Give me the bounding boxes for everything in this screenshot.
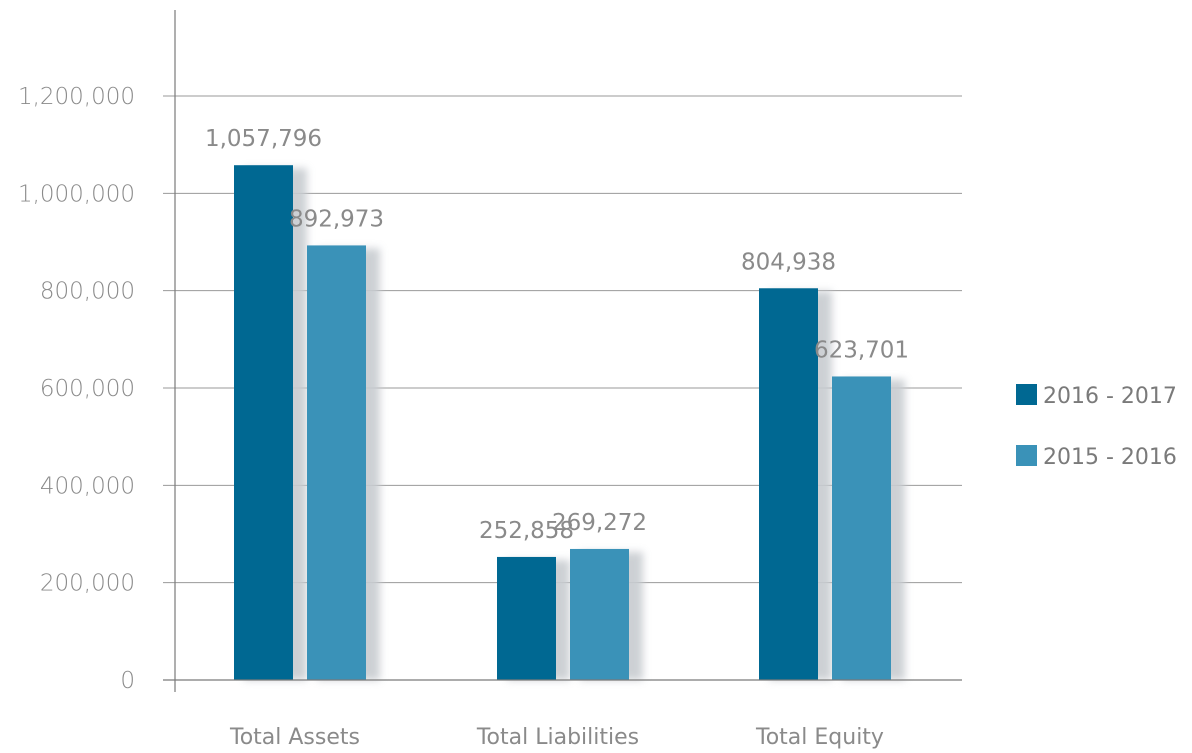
bars xyxy=(234,165,891,681)
data-label: 892,973 xyxy=(289,206,384,232)
legend-swatch xyxy=(1016,384,1037,405)
axes xyxy=(163,10,962,692)
y-axis-tick-labels: 0 200,000 400,000 600,000 800,000 1,000,000 1,… xyxy=(18,84,135,694)
bar-total-liabilities-series-0 xyxy=(497,556,556,680)
x-category-label: Total Equity xyxy=(755,725,884,750)
data-label: 1,057,796 xyxy=(205,126,322,152)
legend-swatch xyxy=(1016,445,1037,466)
y-tick-label: 600,000 xyxy=(40,376,135,402)
data-label: 252,858 xyxy=(479,518,574,544)
y-tick-label: 200,000 xyxy=(40,571,135,597)
x-axis-category-labels: Total Assets Total Liabilities Total Equit… xyxy=(229,725,884,750)
y-tick-label: 1,200,000 xyxy=(18,84,135,110)
bar-total-assets-series-0 xyxy=(234,165,293,681)
bar-total-equity-series-0 xyxy=(759,288,818,680)
legend-label: 2016 - 2017 xyxy=(1043,384,1177,409)
data-label: 269,272 xyxy=(552,510,647,536)
x-category-label: Total Assets xyxy=(229,725,360,750)
data-label: 804,938 xyxy=(741,249,836,275)
y-tick-label: 1,000,000 xyxy=(18,181,135,207)
x-category-label: Total Liabilities xyxy=(476,725,639,750)
legend-label: 2015 - 2016 xyxy=(1043,445,1177,470)
legend: 2016 - 2017 2015 - 2016 xyxy=(1016,384,1177,470)
bar-total-assets-series-1 xyxy=(307,245,366,680)
y-tick-label: 400,000 xyxy=(40,473,135,499)
data-label: 623,701 xyxy=(814,337,909,363)
y-tick-label: 0 xyxy=(120,668,135,694)
bar-total-liabilities-series-1 xyxy=(570,548,629,680)
y-tick-label: 800,000 xyxy=(40,279,135,305)
bar-total-equity-series-1 xyxy=(832,376,891,680)
